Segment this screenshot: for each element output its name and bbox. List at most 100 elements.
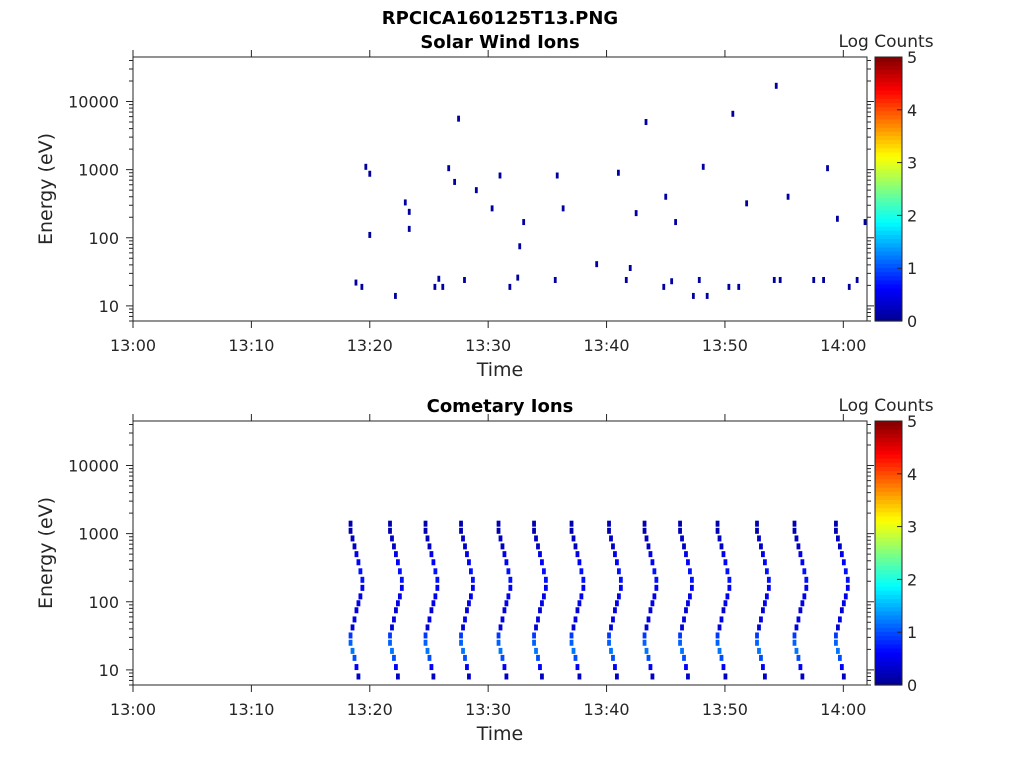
spectrogram-cell <box>508 576 513 583</box>
spectrogram-cell <box>834 632 838 639</box>
colorbar-tick-label: 1 <box>907 623 917 642</box>
spectrogram-cell <box>847 283 851 290</box>
x-tick-label: 13:20 <box>347 336 393 355</box>
x-tick-label: 13:00 <box>110 336 156 355</box>
spectrogram-cell <box>447 165 451 172</box>
panel-title: Solar Wind Ions <box>420 32 579 53</box>
spectrogram-cell <box>764 568 769 575</box>
x-tick-label: 14:00 <box>820 336 866 355</box>
spectrogram-cell <box>802 568 807 575</box>
spectrogram-cell <box>354 279 358 286</box>
spectrogram-cell <box>388 632 392 639</box>
spectrogram-cell <box>571 535 576 542</box>
colorbar-segment <box>875 316 902 322</box>
spectrogram-cell <box>794 535 799 542</box>
colorbar-segment <box>875 61 902 66</box>
spectrogram-cell <box>407 208 411 215</box>
colorbar-tick-label: 0 <box>907 676 917 695</box>
spectrogram-cell <box>433 283 437 290</box>
spectrogram-cell <box>786 193 790 200</box>
spectrogram-cell <box>502 551 507 558</box>
spectrogram-cell <box>397 568 402 575</box>
colorbar-segment <box>875 217 902 223</box>
colorbar-segment <box>875 81 902 87</box>
spectrogram-cell <box>674 219 678 226</box>
colorbar-segment <box>875 441 902 447</box>
colorbar-segment <box>875 425 902 430</box>
spectrogram-cell <box>395 600 400 607</box>
spectrogram-cell <box>532 632 536 639</box>
colorbar-segment <box>875 135 902 141</box>
spectrogram-cell <box>759 543 763 550</box>
spectrogram-cell <box>498 172 502 179</box>
spectrogram-cell <box>392 543 396 550</box>
spectrogram-cell <box>429 607 434 614</box>
spectrogram-cell <box>500 543 505 550</box>
spectrogram-cell <box>431 673 436 680</box>
spectrogram-cell <box>682 654 686 661</box>
colorbar-segment <box>875 85 902 91</box>
spectrogram-cell <box>573 616 578 623</box>
spectrogram-cell <box>737 283 741 290</box>
spectrogram-cell <box>518 243 522 250</box>
spectrogram-cell <box>368 170 372 177</box>
spectrogram-cell <box>684 664 688 671</box>
spectrogram-cell <box>800 559 805 566</box>
colorbar-segment <box>875 209 902 215</box>
spectrogram-cell <box>727 283 731 290</box>
spectrogram-cell <box>423 632 428 639</box>
spectrogram-cell <box>723 559 728 566</box>
x-tick-label: 13:40 <box>583 700 629 719</box>
figure-title: RPCICA160125T13.PNG <box>382 8 618 29</box>
colorbar-segment <box>875 569 902 575</box>
y-tick-label: 10 <box>99 661 119 680</box>
colorbar-label: Log Counts <box>838 32 933 52</box>
spectrogram-cell <box>843 568 848 575</box>
colorbar-segment <box>875 590 902 595</box>
spectrogram-cell <box>607 520 611 527</box>
spectrogram-cell <box>534 624 538 631</box>
spectrogram-cell <box>646 616 651 623</box>
colorbar-segment <box>875 631 902 637</box>
spectrogram-cell <box>427 616 432 623</box>
spectrogram-cell <box>628 264 632 271</box>
spectrogram-cell <box>540 600 544 607</box>
colorbar-segment <box>875 160 902 165</box>
spectrogram-cell <box>542 593 546 600</box>
colorbar-segment <box>875 90 902 95</box>
x-tick-label: 13:30 <box>465 336 511 355</box>
spectrogram-cell <box>654 576 659 583</box>
spectrogram-cells <box>348 520 850 680</box>
spectrogram-cell <box>678 639 682 646</box>
colorbar-segment <box>875 77 902 83</box>
colorbar-tick-label: 3 <box>907 518 917 537</box>
spectrogram-cell <box>689 576 694 583</box>
spectrogram-cell <box>463 276 466 283</box>
spectrogram-cell <box>469 593 473 600</box>
spectrogram-cell <box>467 559 471 566</box>
spectrogram-cell <box>701 163 705 170</box>
spectrogram-cell <box>721 607 726 614</box>
spectrogram-cell <box>646 543 651 550</box>
spectrogram-cell <box>652 568 657 575</box>
spectrogram-cell <box>609 624 613 631</box>
spectrogram-cell <box>648 607 653 614</box>
spectrogram-cell <box>798 551 803 558</box>
spectrogram-cell <box>837 543 842 550</box>
colorbar-segment <box>875 680 902 686</box>
spectrogram-cell <box>579 568 584 575</box>
colorbar-segment <box>875 69 902 75</box>
spectrogram-cell <box>611 654 615 661</box>
colorbar-segment <box>875 57 902 62</box>
spectrogram-cell <box>613 551 617 558</box>
spectrogram-cell <box>731 110 735 117</box>
spectrogram-cell <box>826 165 829 172</box>
spectrogram-cell <box>642 527 647 534</box>
spectrogram-cell <box>611 543 615 550</box>
colorbar-segment <box>875 614 902 620</box>
spectrogram-cell <box>459 632 463 639</box>
colorbar-segment <box>875 437 902 443</box>
spectrogram-cell <box>650 559 655 566</box>
spectrogram-cell <box>360 576 365 583</box>
spectrogram-cell <box>762 559 767 566</box>
